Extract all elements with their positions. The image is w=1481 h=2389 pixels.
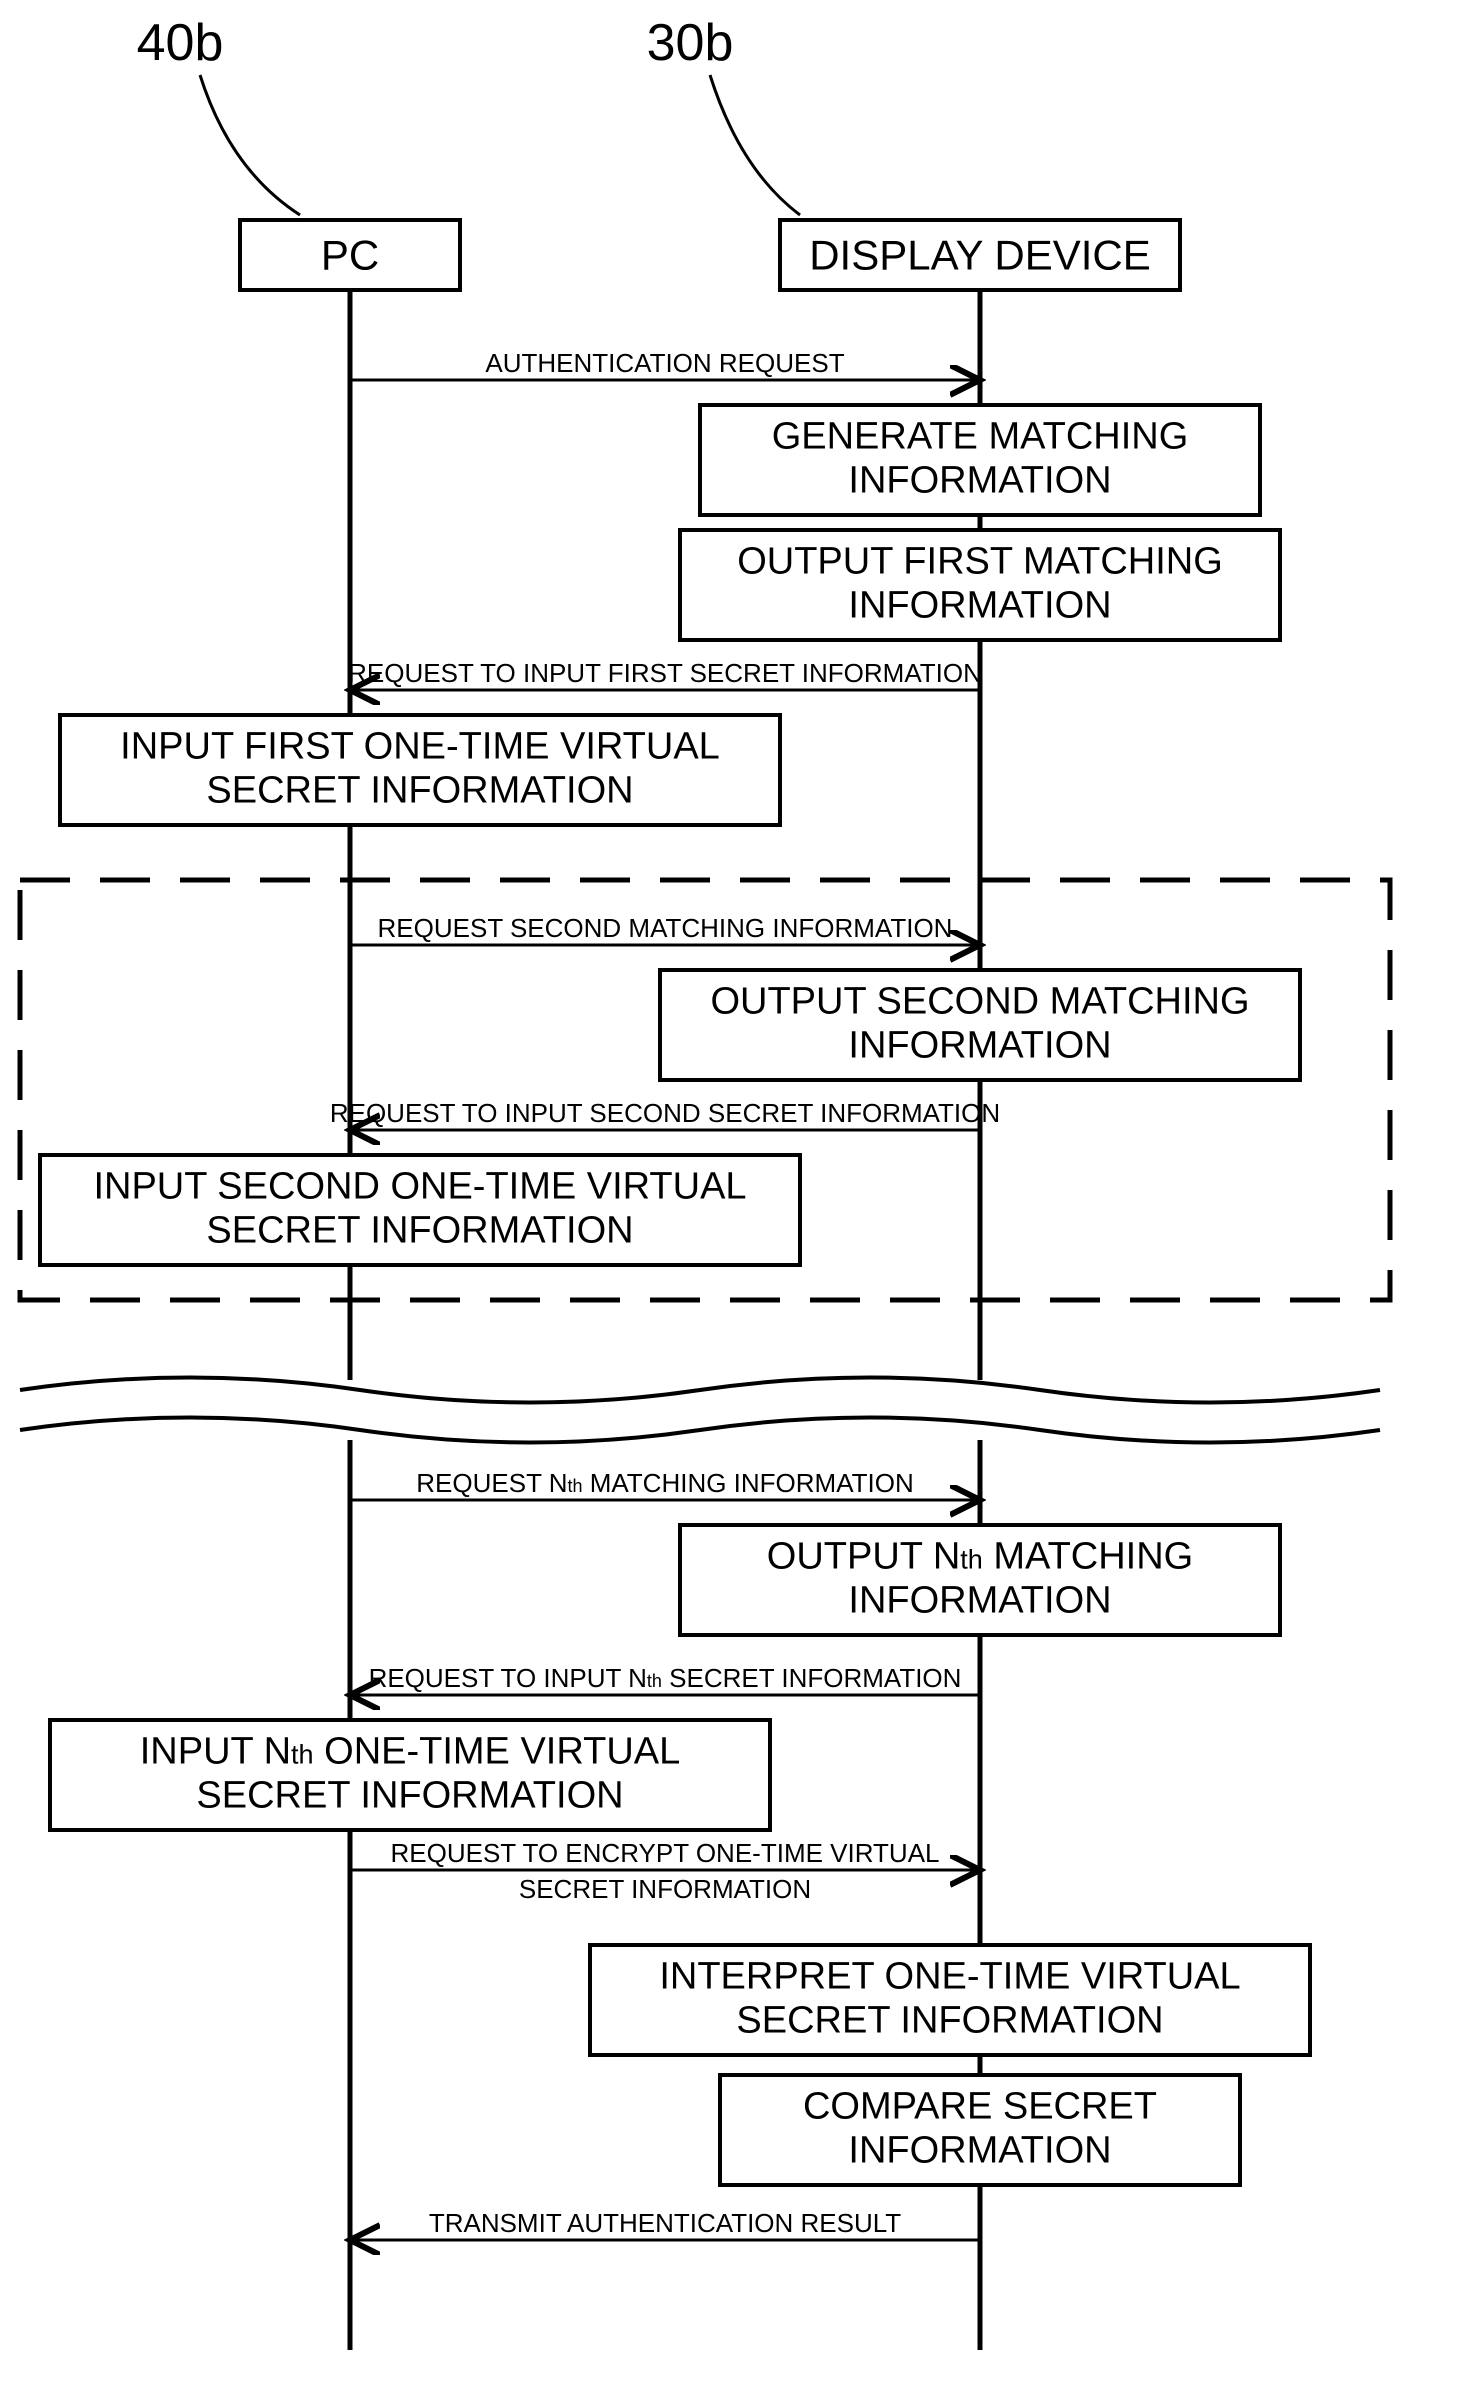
process-text-p4-l1: INFORMATION: [848, 1024, 1111, 1066]
msg-text-m5: REQUEST Nth MATCHING INFORMATION: [416, 1468, 913, 1498]
actor-title-pc: PC: [321, 232, 379, 279]
msg-text-m1: AUTHENTICATION REQUEST: [485, 348, 844, 378]
process-text-p9-l1: INFORMATION: [848, 2129, 1111, 2171]
process-text-p2-l0: OUTPUT FIRST MATCHING: [737, 541, 1223, 583]
actor-label-pc: 40b: [137, 14, 224, 72]
process-text-p7-l1: SECRET INFORMATION: [196, 1774, 623, 1816]
process-text-p5-l1: SECRET INFORMATION: [206, 1209, 633, 1251]
process-text-p7-l0: INPUT Nth ONE-TIME VIRTUAL: [140, 1731, 681, 1773]
callout-dev: [710, 75, 800, 215]
process-text-p8-l0: INTERPRET ONE-TIME VIRTUAL: [659, 1956, 1240, 1998]
msg-text-m6: REQUEST TO INPUT Nth SECRET INFORMATION: [369, 1663, 962, 1693]
msg-text-m2: REQUEST TO INPUT FIRST SECRET INFORMATIO…: [348, 658, 982, 688]
process-text-p9-l0: COMPARE SECRET: [803, 2086, 1157, 2128]
msg-text-m8: TRANSMIT AUTHENTICATION RESULT: [429, 2208, 901, 2238]
actor-title-dev: DISPLAY DEVICE: [809, 232, 1151, 279]
callout-pc: [200, 75, 300, 215]
process-text-p1-l1: INFORMATION: [848, 459, 1111, 501]
process-text-p2-l1: INFORMATION: [848, 584, 1111, 626]
msg-text-m7b: SECRET INFORMATION: [519, 1874, 811, 1904]
process-text-p5-l0: INPUT SECOND ONE-TIME VIRTUAL: [93, 1166, 746, 1208]
process-text-p1-l0: GENERATE MATCHING: [772, 416, 1189, 458]
process-text-p8-l1: SECRET INFORMATION: [736, 1999, 1163, 2041]
process-text-p4-l0: OUTPUT SECOND MATCHING: [710, 981, 1249, 1023]
msg-text-m3: REQUEST SECOND MATCHING INFORMATION: [378, 913, 953, 943]
process-text-p3-l1: SECRET INFORMATION: [206, 769, 633, 811]
process-text-p3-l0: INPUT FIRST ONE-TIME VIRTUAL: [120, 726, 720, 768]
msg-text-m7a: REQUEST TO ENCRYPT ONE-TIME VIRTUAL: [390, 1838, 939, 1868]
actor-label-dev: 30b: [647, 14, 734, 72]
msg-text-m4: REQUEST TO INPUT SECOND SECRET INFORMATI…: [330, 1098, 1000, 1128]
process-text-p6-l1: INFORMATION: [848, 1579, 1111, 1621]
